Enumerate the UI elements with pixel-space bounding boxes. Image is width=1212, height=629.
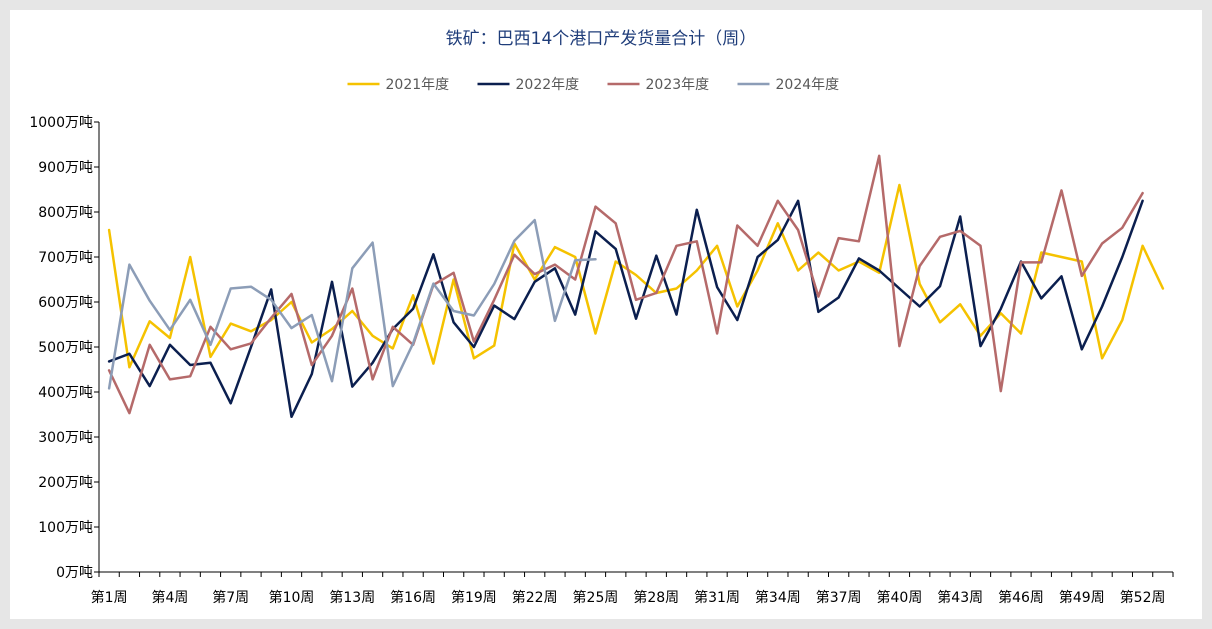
- y-tick-label: 400万吨: [38, 385, 93, 401]
- y-tick-label: 800万吨: [38, 205, 93, 221]
- legend-label: 2024年度: [776, 77, 840, 93]
- x-tick-label: 第1周: [91, 589, 128, 606]
- y-tick-label: 1000万吨: [29, 115, 93, 131]
- x-tick-label: 第31周: [694, 589, 740, 606]
- axes: 0万吨 100万吨 200万吨 300万吨 400万吨 500万吨 600万吨 700万吨 80…: [29, 115, 1174, 606]
- legend-item: 2022年度: [477, 77, 580, 93]
- x-tick-label: 第25周: [573, 589, 619, 606]
- y-tick-label: 0万吨: [56, 565, 93, 581]
- legend-label: 2022年度: [516, 77, 580, 93]
- y-tick-label: 900万吨: [38, 160, 93, 176]
- x-tick-label: 第28周: [633, 589, 679, 606]
- x-tick-label: 第10周: [269, 589, 315, 606]
- legend-item: 2023年度: [607, 77, 710, 93]
- series-line-2: [107, 199, 1144, 419]
- x-tick-label: 第43周: [937, 589, 983, 606]
- x-tick-label: 第4周: [151, 589, 188, 606]
- legend-label: 2021年度: [386, 77, 450, 93]
- x-tick-label: 第37周: [816, 589, 862, 606]
- x-tick-label: 第7周: [212, 589, 249, 606]
- x-tick-label: 第22周: [512, 589, 558, 606]
- series-line-3: [107, 154, 1144, 415]
- y-tick-label: 600万吨: [38, 295, 93, 311]
- x-tick-label: 第40周: [877, 589, 923, 606]
- x-tick-label: 第49周: [1059, 589, 1105, 606]
- legend-item: 2024年度: [737, 77, 840, 93]
- y-tick-label: 200万吨: [38, 475, 93, 491]
- x-tick-label: 第46周: [998, 589, 1044, 606]
- x-tick-label: 第34周: [755, 589, 801, 606]
- series-line-1: [107, 183, 1165, 369]
- x-tick-label: 第13周: [329, 589, 375, 606]
- chart-frame: 铁矿：巴西14个港口产发货量合计（周） 2021年度 2022年度 2023年度 20…: [10, 10, 1202, 619]
- x-tick-label: 第16周: [390, 589, 436, 606]
- chart-title: 铁矿：巴西14个港口产发货量合计（周）: [446, 29, 757, 49]
- y-tick-label: 300万吨: [38, 430, 93, 446]
- y-tick-label: 500万吨: [38, 340, 93, 356]
- series-line-4: [107, 218, 597, 390]
- x-tick-label: 第52周: [1120, 589, 1166, 606]
- x-tick-label: 第19周: [451, 589, 497, 606]
- y-tick-label: 100万吨: [38, 520, 93, 536]
- legend-label: 2023年度: [646, 77, 710, 93]
- line-chart: 铁矿：巴西14个港口产发货量合计（周） 2021年度 2022年度 2023年度 20…: [29, 29, 1174, 606]
- legend-item: 2021年度: [347, 77, 450, 93]
- legend: 2021年度 2022年度 2023年度 2024年度: [347, 77, 840, 93]
- series-lines: [107, 154, 1165, 419]
- y-tick-label: 700万吨: [38, 250, 93, 266]
